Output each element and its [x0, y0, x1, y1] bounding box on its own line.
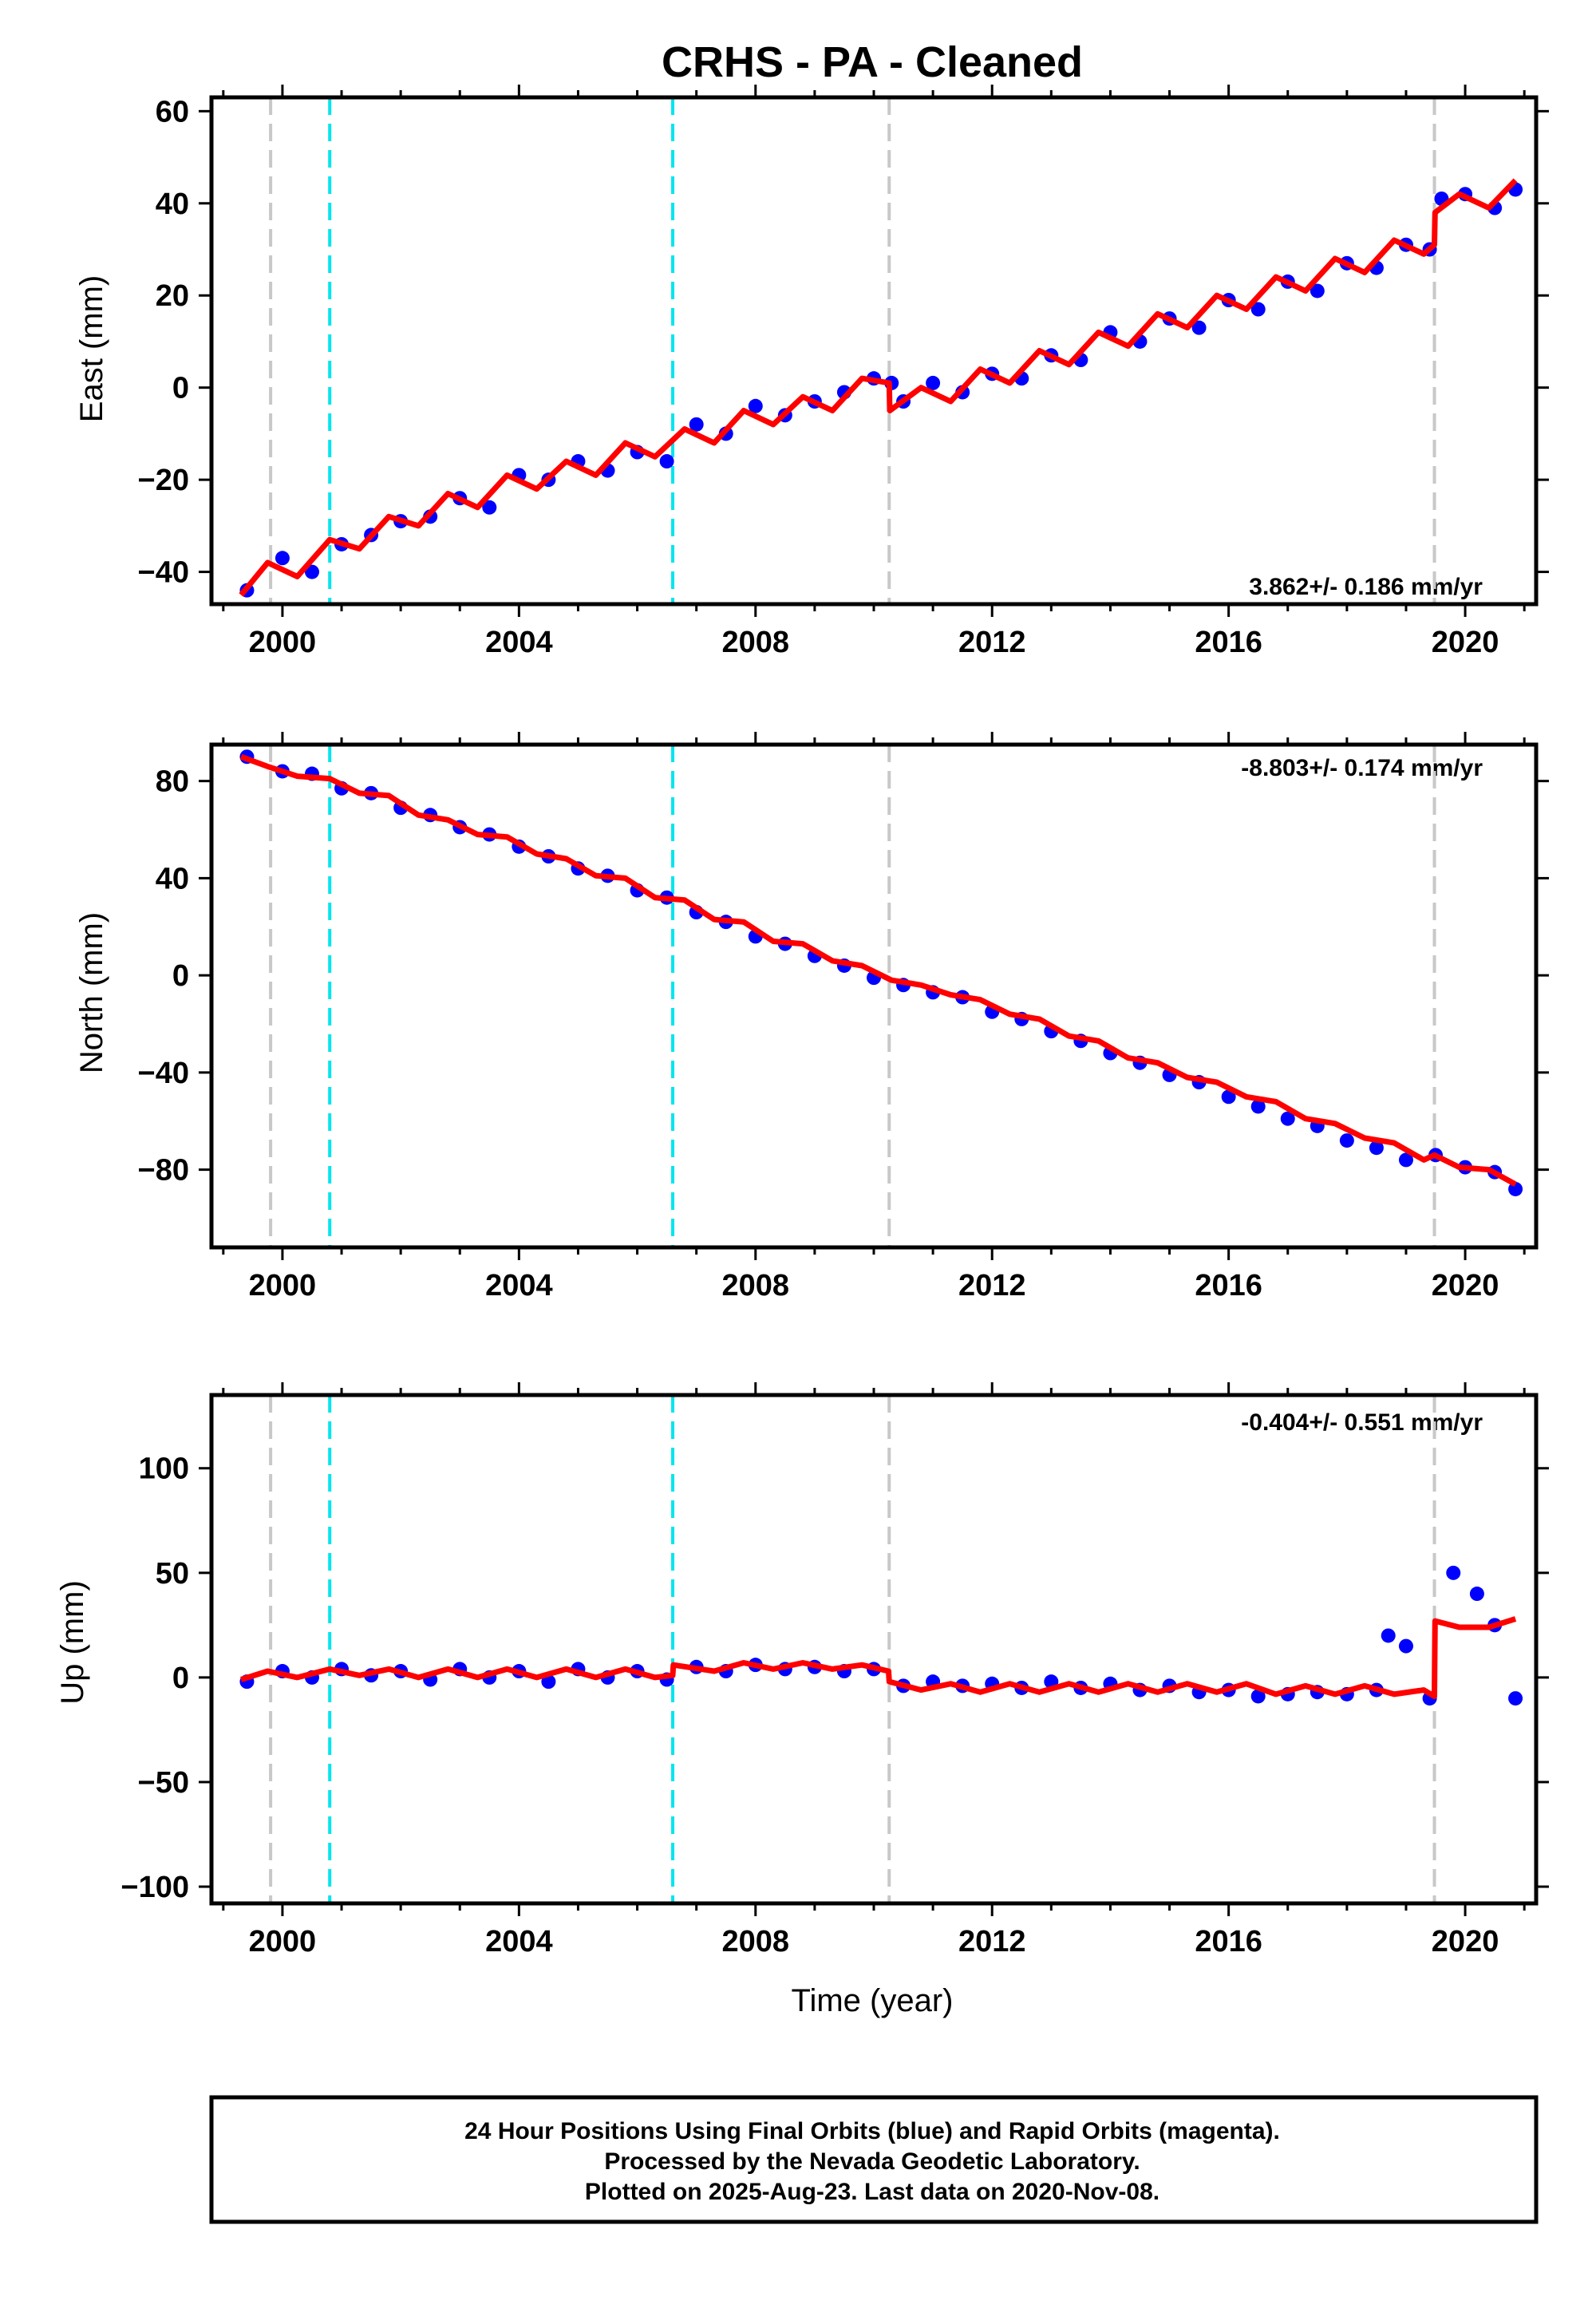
east-data-point — [304, 564, 319, 579]
east-model-line — [239, 178, 1518, 597]
north-data-point — [1250, 1099, 1266, 1114]
east-y-tick-label: −40 — [138, 556, 189, 590]
east-y-tick-label: 0 — [172, 372, 189, 405]
east-y-tick-label: 40 — [156, 188, 189, 221]
north-plot-area — [239, 745, 1523, 1247]
up-plot-area — [239, 1395, 1523, 1903]
up-model-line — [240, 1616, 1517, 1699]
north-data-point — [1398, 1152, 1413, 1168]
up-x-tick-label: 2000 — [249, 1925, 317, 1958]
up-data-point — [1508, 1691, 1523, 1706]
north-x-tick-label: 2000 — [249, 1269, 317, 1302]
up-data-point — [1446, 1565, 1461, 1580]
east-data-point — [1191, 320, 1207, 335]
north-y-tick-label: −80 — [138, 1154, 189, 1188]
up-data-point — [1398, 1638, 1413, 1654]
up-data-point — [1381, 1628, 1396, 1643]
up-y-tick-label: 0 — [172, 1662, 189, 1695]
up-data-point — [1250, 1689, 1266, 1704]
up-panel: Up (mm) -0.404+/- 0.551 mm/yr 2000 2004 20… — [55, 1382, 1549, 1958]
east-panel: East (mm) 3.862+/- 0.186 mm/yr 2000 2004 2… — [74, 85, 1549, 659]
up-frame — [209, 1393, 1539, 1906]
east-x-tick-label: 2012 — [958, 626, 1026, 659]
east-data-point — [689, 417, 704, 432]
east-y-tick-label: 20 — [156, 279, 189, 313]
east-x-tick-label: 2020 — [1432, 626, 1499, 659]
up-rate-label: -0.404+/- 0.551 mm/yr — [1241, 1409, 1483, 1436]
north-x-tick-label: 2016 — [1195, 1269, 1262, 1302]
up-y-tick-label: −100 — [120, 1871, 189, 1904]
north-x-tick-label: 2020 — [1432, 1269, 1499, 1302]
north-x-tick-label: 2012 — [958, 1269, 1026, 1302]
up-y-tick-label: 50 — [156, 1557, 189, 1591]
up-x-tick-label: 2012 — [958, 1925, 1026, 1958]
east-frame — [209, 95, 1539, 607]
east-data-point — [482, 500, 497, 515]
east-data-point — [1310, 283, 1325, 298]
east-plot-area — [239, 97, 1523, 604]
east-x-tick-label: 2004 — [485, 626, 553, 659]
north-y-tick-label: 80 — [156, 765, 189, 799]
up-axis-label: Up (mm) — [55, 1580, 90, 1705]
north-frame — [209, 742, 1539, 1250]
footer-line-1: 24 Hour Positions Using Final Orbits (bl… — [464, 2118, 1280, 2144]
east-data-point — [1250, 302, 1266, 317]
up-data-point — [541, 1674, 556, 1690]
east-x-tick-label: 2000 — [249, 626, 317, 659]
up-data-point — [1469, 1587, 1484, 1602]
footer-frame — [209, 2095, 1539, 2224]
east-y-tick-label: 60 — [156, 95, 189, 128]
north-data-point — [1280, 1111, 1295, 1126]
east-x-tick-label: 2008 — [722, 626, 790, 659]
north-data-point — [1221, 1089, 1236, 1105]
north-data-point — [1508, 1181, 1523, 1196]
north-x-tick-label: 2004 — [485, 1269, 553, 1302]
up-x-tick-label: 2020 — [1432, 1925, 1499, 1958]
north-y-tick-label: 0 — [172, 959, 189, 993]
north-model-line — [239, 753, 1517, 1187]
east-data-point — [926, 375, 941, 390]
up-y-tick-label: −50 — [138, 1766, 189, 1800]
east-data-point — [748, 398, 763, 413]
east-data-point — [659, 454, 674, 469]
footer-box: 24 Hour Positions Using Final Orbits (bl… — [209, 2095, 1539, 2224]
east-y-tick-label: −20 — [138, 464, 189, 497]
east-rate-label: 3.862+/- 0.186 mm/yr — [1249, 574, 1483, 600]
north-data-point — [1339, 1133, 1354, 1148]
north-panel: North (mm) -8.803+/- 0.174 mm/yr 2000 200… — [74, 732, 1549, 1302]
footer-line-2: Processed by the Nevada Geodetic Laborat… — [604, 2148, 1140, 2175]
footer-line-3: Plotted on 2025-Aug-23. Last data on 202… — [585, 2179, 1159, 2205]
north-x-tick-label: 2008 — [722, 1269, 790, 1302]
up-x-tick-label: 2004 — [485, 1925, 553, 1958]
north-axis-label: North (mm) — [74, 912, 109, 1073]
up-x-tick-label: 2016 — [1195, 1925, 1262, 1958]
figure-title: CRHS - PA - Cleaned — [662, 38, 1083, 86]
time-axis-label: Time (year) — [792, 1983, 954, 2018]
north-y-tick-label: 40 — [156, 862, 189, 895]
east-x-tick-label: 2016 — [1195, 626, 1262, 659]
up-x-tick-label: 2008 — [722, 1925, 790, 1958]
east-axis-label: East (mm) — [74, 275, 109, 422]
north-y-tick-label: −40 — [138, 1057, 189, 1090]
east-data-point — [275, 551, 290, 566]
north-data-point — [1369, 1140, 1384, 1156]
up-y-tick-label: 100 — [139, 1452, 189, 1486]
north-rate-label: -8.803+/- 0.174 mm/yr — [1241, 755, 1483, 781]
